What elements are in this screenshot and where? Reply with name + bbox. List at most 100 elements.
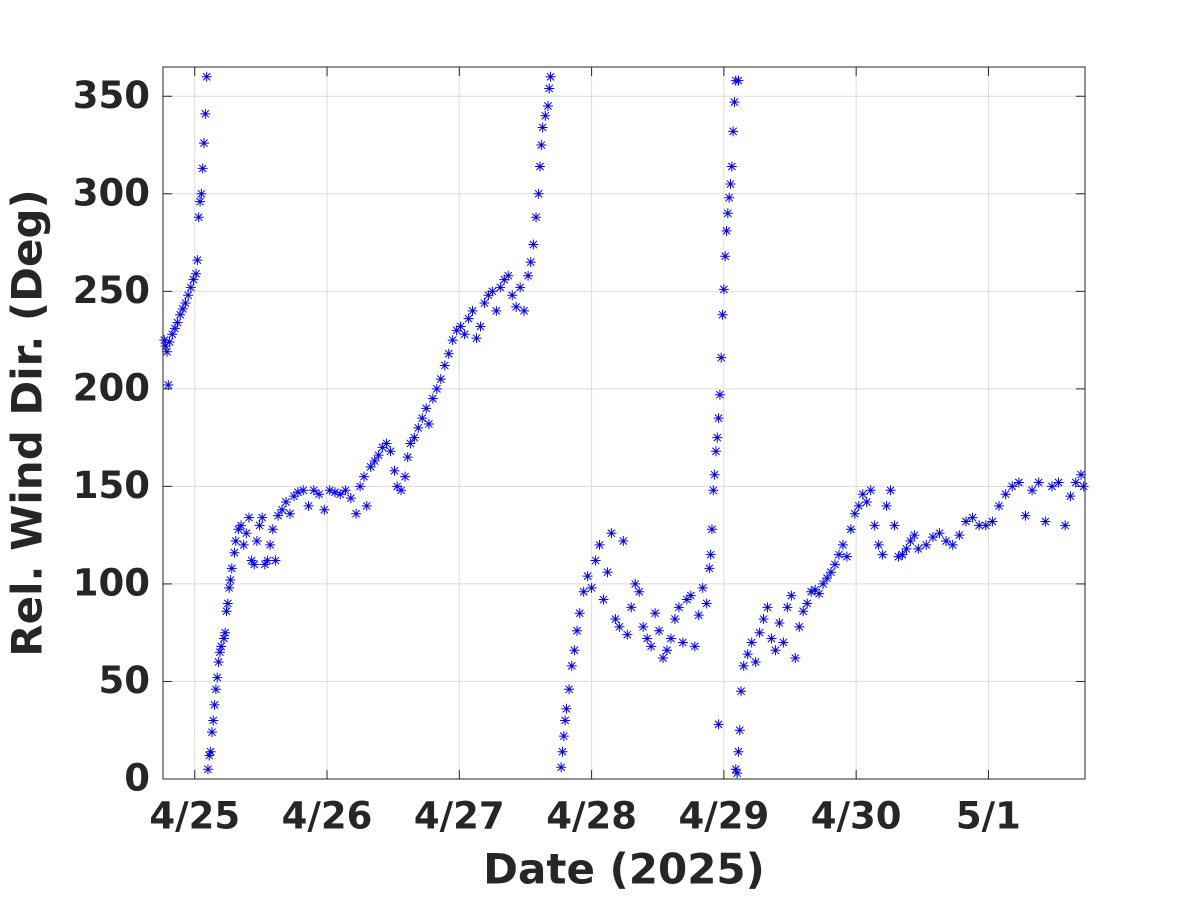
data-point	[897, 549, 908, 560]
data-point	[654, 625, 665, 636]
axes-box	[162, 66, 1086, 780]
data-point	[561, 703, 572, 714]
data-point	[525, 257, 536, 268]
data-point	[210, 684, 221, 695]
data-point	[216, 641, 227, 652]
data-point	[345, 493, 356, 504]
data-point	[885, 485, 896, 496]
data-point	[974, 520, 985, 531]
data-point	[365, 461, 376, 472]
data-point	[704, 563, 715, 574]
data-point	[701, 598, 712, 609]
data-point	[413, 422, 424, 433]
data-point	[677, 637, 688, 648]
data-point	[778, 637, 789, 648]
data-point	[826, 567, 837, 578]
data-point	[893, 551, 904, 562]
data-point	[1007, 481, 1018, 492]
data-point	[1000, 489, 1011, 500]
data-point	[195, 196, 206, 207]
data-point	[814, 588, 825, 599]
data-point	[335, 489, 346, 500]
data-point	[901, 543, 912, 554]
data-point	[833, 549, 844, 560]
data-point	[718, 284, 729, 295]
data-point	[713, 719, 724, 730]
data-point	[324, 485, 335, 496]
data-point	[849, 508, 860, 519]
data-point	[270, 555, 281, 566]
data-point	[705, 549, 716, 560]
data-point	[857, 489, 868, 500]
data-point	[229, 547, 240, 558]
data-point	[774, 617, 785, 628]
data-point	[572, 625, 583, 636]
data-point	[177, 303, 188, 314]
data-point	[733, 746, 744, 757]
data-point	[511, 301, 522, 312]
data-point	[650, 608, 661, 619]
data-point	[222, 598, 233, 609]
data-point	[798, 606, 809, 617]
data-point	[385, 446, 396, 457]
data-point	[197, 163, 208, 174]
data-point	[159, 335, 170, 346]
data-point	[786, 590, 797, 601]
data-point	[722, 208, 733, 219]
data-point	[246, 555, 257, 566]
data-point	[507, 290, 518, 301]
data-point	[225, 575, 236, 586]
data-point	[164, 337, 175, 348]
data-point	[594, 539, 605, 550]
data-point	[806, 586, 817, 597]
data-point	[220, 627, 231, 638]
data-point	[1060, 520, 1071, 531]
data-point	[638, 621, 649, 632]
data-point	[598, 594, 609, 605]
data-point	[459, 329, 470, 340]
data-point	[810, 584, 821, 595]
data-point	[881, 500, 892, 511]
data-point	[721, 225, 732, 236]
data-point	[230, 536, 241, 547]
data-point	[934, 528, 945, 539]
data-point	[987, 516, 998, 527]
data-point	[564, 684, 575, 695]
plot-marks	[159, 71, 1089, 779]
data-point	[249, 559, 260, 570]
data-point	[754, 627, 765, 638]
data-point	[542, 101, 553, 112]
data-point	[479, 298, 490, 309]
data-point	[351, 508, 362, 519]
x-tick-label: 4/29	[678, 795, 769, 838]
data-point	[400, 471, 411, 482]
data-point	[233, 524, 244, 535]
data-point	[630, 578, 641, 589]
data-point	[206, 727, 217, 738]
data-point	[392, 481, 403, 492]
data-point	[439, 360, 450, 371]
data-point	[921, 539, 932, 550]
data-point	[191, 268, 202, 279]
data-point	[877, 549, 888, 560]
data-point	[503, 270, 514, 281]
data-point	[467, 305, 478, 316]
data-point	[251, 536, 262, 547]
data-point	[243, 512, 254, 523]
data-point	[431, 383, 442, 394]
data-point	[298, 485, 309, 496]
data-point	[869, 520, 880, 531]
y-tick-label: 150	[73, 464, 150, 507]
data-point	[790, 653, 801, 664]
data-point	[606, 528, 617, 539]
data-point	[681, 594, 692, 605]
data-point	[947, 539, 958, 550]
data-point	[188, 274, 199, 285]
data-point	[626, 602, 637, 613]
data-point	[728, 126, 739, 137]
data-point	[713, 413, 724, 424]
data-point	[673, 602, 684, 613]
data-point	[941, 536, 952, 547]
data-point	[314, 489, 325, 500]
data-point	[545, 71, 556, 82]
